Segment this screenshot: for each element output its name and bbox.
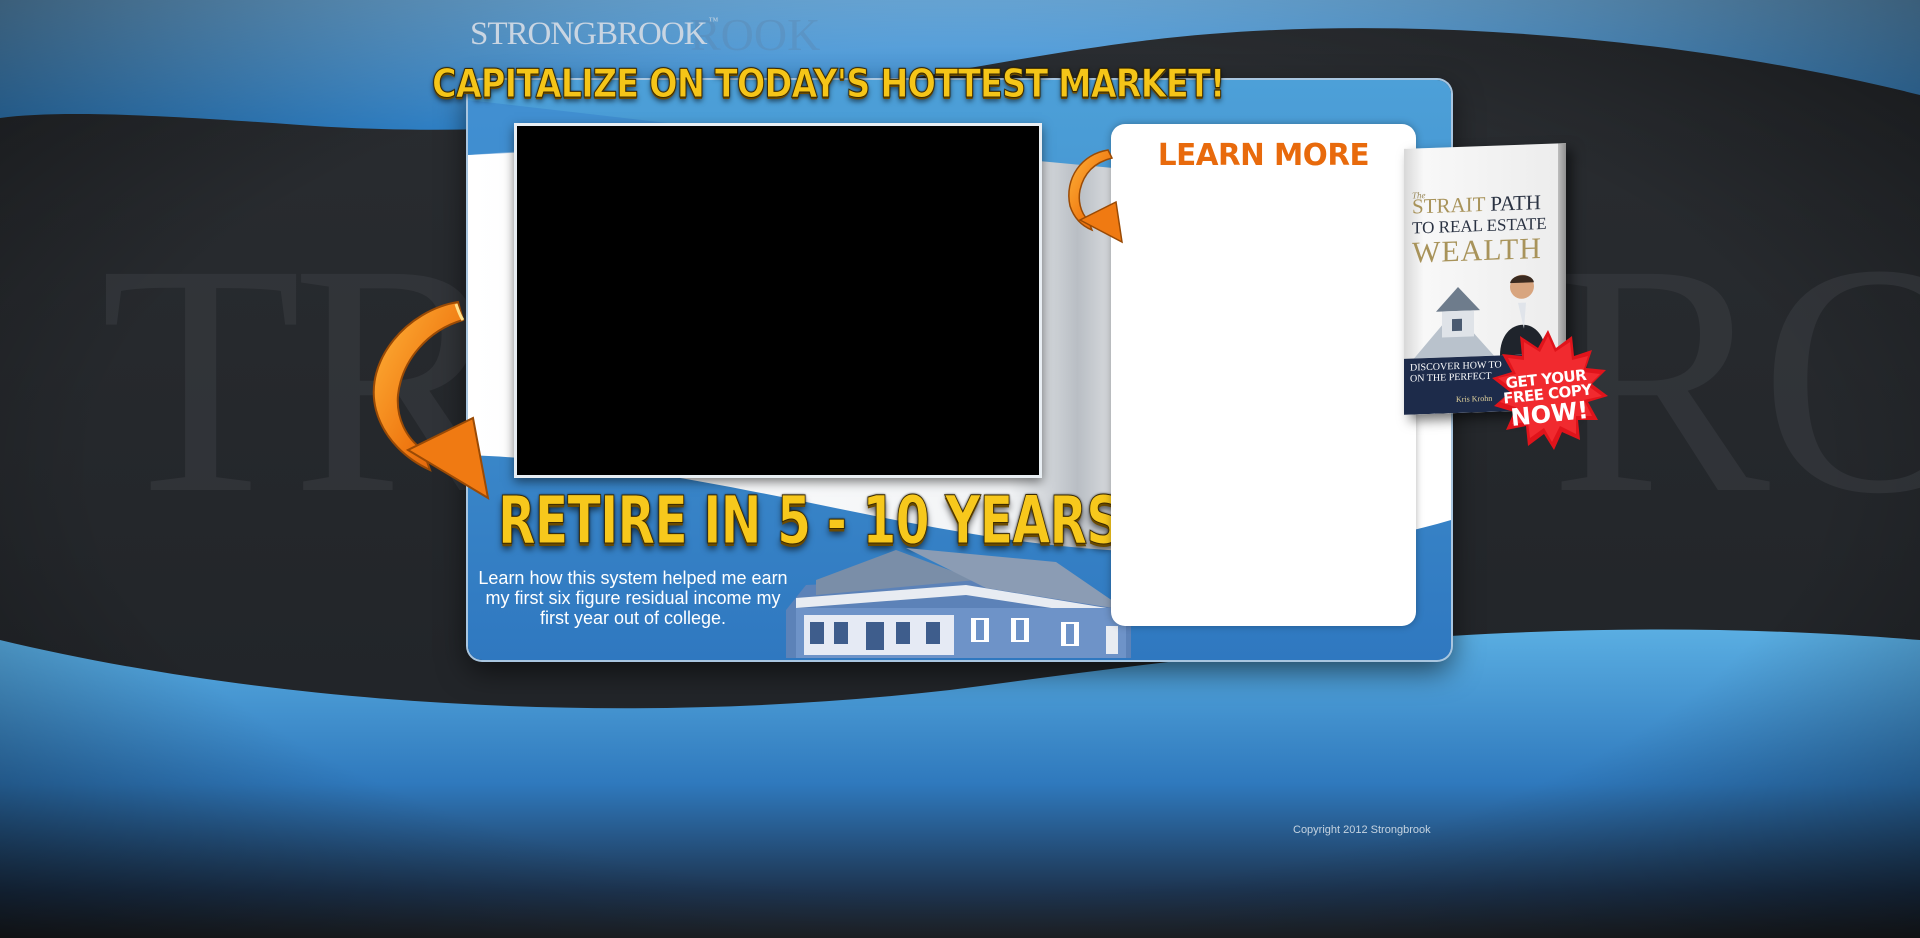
book-cover-icon (1414, 274, 1546, 359)
logo-text: STRONGBROOK (470, 16, 708, 52)
free-copy-badge[interactable]: GET YOUR FREE COPY NOW! (1490, 366, 1605, 432)
hero-blurb: Learn how this system helped me earn my … (478, 568, 788, 628)
retire-headline: RETIRE IN 5 - 10 YEARS (498, 482, 1122, 560)
learn-more-card[interactable]: LEARN MORE (1111, 124, 1416, 626)
watermark-top: ROOK (690, 9, 821, 60)
book-title-path: PATH (1485, 190, 1541, 216)
book-cover[interactable]: The STRAIT PATH TO REAL ESTATE WEALTH DI… (1404, 143, 1566, 415)
learn-more-title: LEARN MORE (1157, 138, 1370, 173)
copyright: Copyright 2012 Strongbrook (1293, 824, 1431, 836)
book-title-line3: WEALTH (1412, 232, 1542, 270)
house-icon (786, 548, 1131, 658)
starburst-icon[interactable] (1488, 330, 1608, 450)
logo-trademark: ™ (708, 16, 719, 27)
headline: CAPITALIZE ON TODAY'S HOTTEST MARKET! (432, 62, 1226, 108)
book-title-strait: STRAIT (1412, 191, 1486, 219)
watermark-left: TR (100, 197, 512, 562)
arrow-small-icon (1068, 149, 1123, 244)
logo[interactable]: STRONGBROOK ™ (470, 16, 719, 53)
arrow-big-icon (372, 300, 490, 500)
book-author: Kris Krohn (1456, 393, 1493, 405)
video-player[interactable] (514, 123, 1042, 478)
watermark-right: RO (1550, 197, 1920, 562)
